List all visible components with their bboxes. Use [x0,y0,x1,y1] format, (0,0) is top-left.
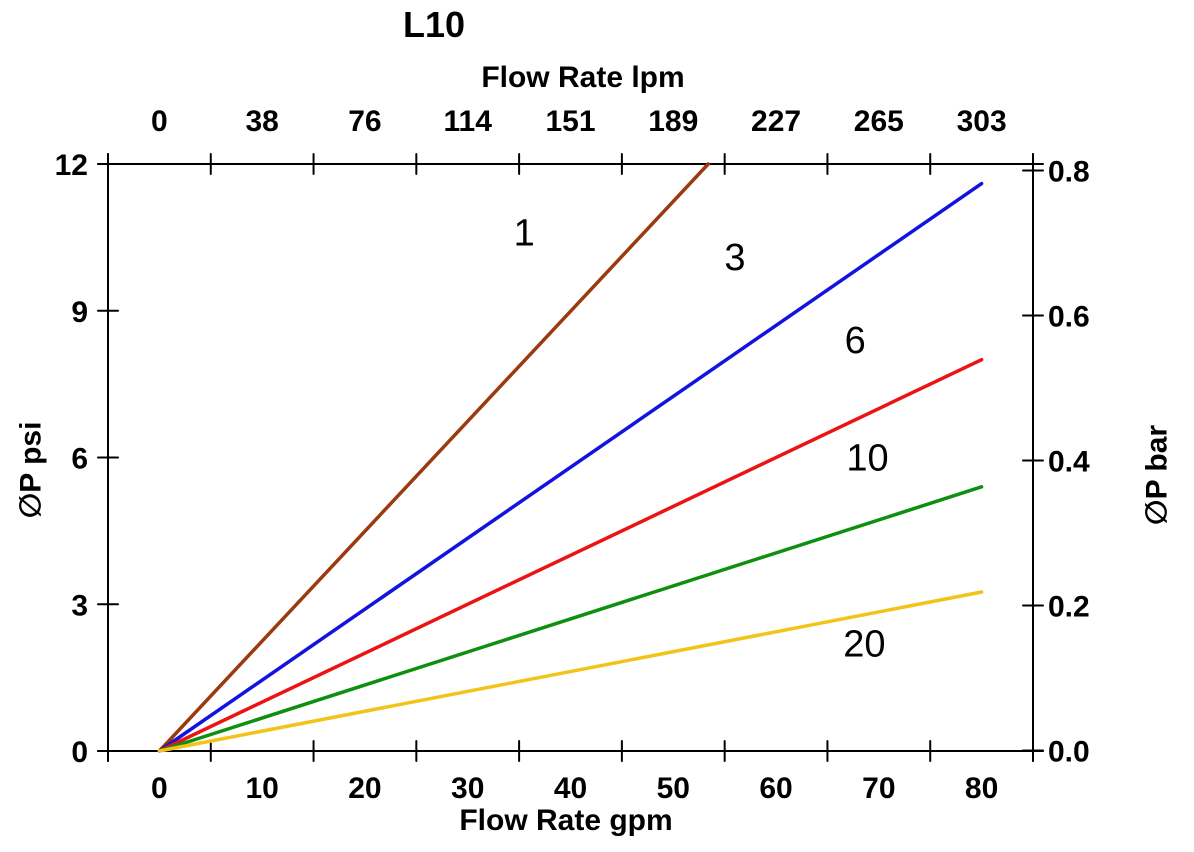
series-line-3 [157,181,984,753]
left-y-tick-label: 0 [71,736,88,769]
right-y-tick-label: 0.8 [1048,156,1090,189]
bottom-x-tick-label: 50 [657,772,690,805]
top-x-tick-label: 0 [151,105,168,138]
left-y-tick-label: 6 [71,443,88,476]
series-line-6 [157,357,984,753]
top-axis-title: Flow Rate lpm [481,61,685,94]
top-x-tick-label: 303 [957,105,1007,138]
left-y-tick-label: 12 [55,149,88,182]
bottom-x-tick-label: 30 [451,772,484,805]
bottom-x-tick-label: 40 [554,772,587,805]
top-x-tick-label: 189 [648,105,698,138]
bottom-x-tick-label: 60 [759,772,792,805]
series-line-20 [157,590,984,753]
series-label-3: 3 [724,237,745,279]
series-line-10 [157,485,984,753]
series-label-6: 6 [845,320,866,362]
top-x-tick-label: 114 [444,105,493,138]
bottom-x-tick-label: 0 [151,772,168,805]
bottom-x-tick-label: 70 [862,772,895,805]
bottom-x-tick-label: 10 [245,772,278,805]
series-label-20: 20 [843,623,885,665]
top-x-tick-label: 227 [751,105,801,138]
top-x-tick-label: 38 [245,105,278,138]
bottom-x-tick-label: 80 [965,772,998,805]
bottom-axis-title: Flow Rate gpm [459,804,673,837]
right-y-tick-label: 0.2 [1048,591,1090,624]
right-y-tick-label: 0.6 [1048,301,1090,334]
top-x-tick-label: 76 [348,105,381,138]
right-y-tick-label: 0.0 [1048,736,1090,769]
series-label-10: 10 [846,438,888,480]
series-label-1: 1 [514,212,535,254]
series-line-1 [157,162,710,753]
bottom-x-tick-label: 20 [348,772,381,805]
top-x-tick-label: 265 [854,105,904,138]
chart-title: L10 [402,4,466,45]
left-y-tick-label: 9 [71,296,88,329]
top-x-tick-label: 151 [545,105,595,138]
right-y-tick-label: 0.4 [1048,446,1090,479]
left-y-tick-label: 3 [71,589,88,622]
